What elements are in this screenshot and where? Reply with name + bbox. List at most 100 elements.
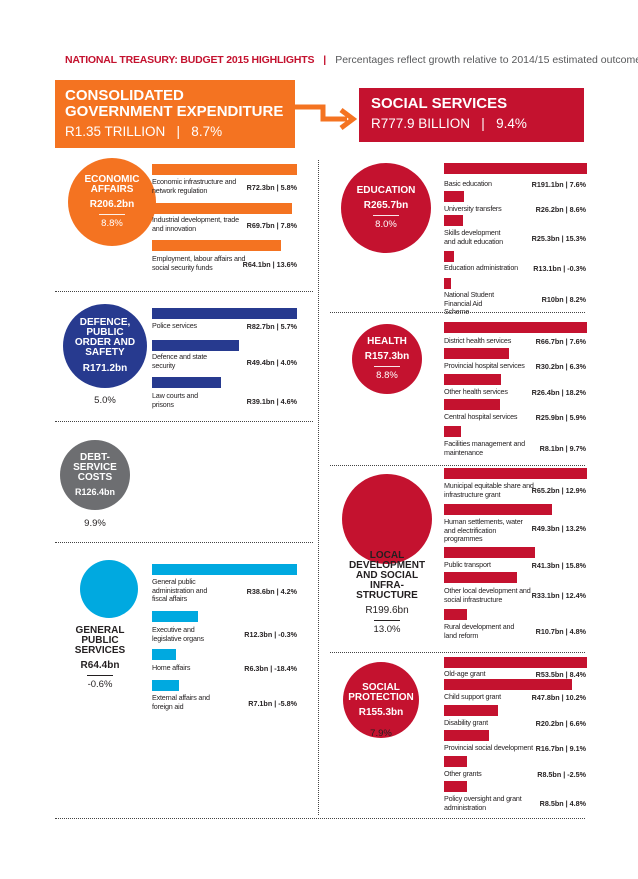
debt-circle: DEBT- SERVICE COSTS R126.4bn bbox=[60, 440, 130, 510]
item-label: Municipal equitable share and infrastruc… bbox=[444, 481, 534, 499]
local-dev-name-2: DEVELOPMENT bbox=[348, 560, 426, 571]
divider-right-1 bbox=[330, 312, 585, 313]
item-value: R64.1bn | 13.6% bbox=[242, 260, 297, 269]
defence-circle: DEFENCE, PUBLIC ORDER AND SAFETY R171.2b… bbox=[63, 304, 147, 388]
bar bbox=[152, 164, 297, 175]
item-value: R66.7bn | 7.6% bbox=[535, 337, 586, 346]
consolidated-banner: CONSOLIDATED GOVERNMENT EXPENDITURE R1.3… bbox=[55, 80, 295, 148]
general-public-circle bbox=[80, 560, 138, 618]
item-label: Other local development and social infra… bbox=[444, 586, 531, 604]
bar bbox=[152, 377, 221, 388]
item-label: Public transport bbox=[444, 560, 491, 569]
item-label: Policy oversight and grant administratio… bbox=[444, 794, 522, 812]
bar bbox=[152, 564, 297, 575]
bar bbox=[152, 680, 179, 691]
consolidated-value: R1.35 TRILLION | 8.7% bbox=[65, 124, 223, 139]
item-label: General public administration and fiscal… bbox=[152, 577, 208, 603]
bar bbox=[152, 340, 239, 351]
item-value: R12.3bn | -0.3% bbox=[244, 630, 297, 639]
general-public-name-2: PUBLIC bbox=[81, 635, 119, 646]
item-label: District health services bbox=[444, 336, 512, 345]
economic-affairs-circle: ECONOMIC AFFAIRS R206.2bn 8.8% bbox=[68, 158, 156, 246]
item-value: R69.7bn | 7.8% bbox=[246, 221, 297, 230]
debt-growth: 9.9% bbox=[84, 518, 106, 529]
divider-right-3 bbox=[330, 652, 585, 653]
item-label: Central hospital services bbox=[444, 412, 518, 421]
item-label: Human settlements, water and electrifica… bbox=[444, 517, 523, 543]
defence-name-1: DEFENCE, bbox=[79, 317, 131, 328]
local-dev-growth: 13.0% bbox=[373, 624, 401, 635]
bar bbox=[444, 781, 467, 792]
local-dev-circle bbox=[342, 474, 432, 564]
item-value: R6.3bn | -18.4% bbox=[244, 664, 297, 673]
header-subtitle: Percentages reflect growth relative to 2… bbox=[335, 54, 638, 66]
item-label: Other grants bbox=[444, 769, 482, 778]
item-label: Police services bbox=[152, 321, 197, 330]
item-value: R13.1bn | -0.3% bbox=[533, 264, 586, 273]
item-value: R8.5bn | -2.5% bbox=[537, 770, 586, 779]
item-value: R7.1bn | -5.8% bbox=[248, 699, 297, 708]
item-label: Disability grant bbox=[444, 718, 488, 727]
economic-affairs-name-1: ECONOMIC bbox=[84, 174, 140, 185]
item-label: Old-age grant bbox=[444, 669, 486, 678]
health-circle: HEALTH R157.3bn 8.8% bbox=[352, 324, 422, 394]
item-label: Child support grant bbox=[444, 692, 501, 701]
general-public-label: GENERAL PUBLIC SERVICES R64.4bn -0.6% bbox=[60, 625, 140, 691]
general-public-name-1: GENERAL bbox=[75, 625, 125, 636]
item-label: Rural development and land reform bbox=[444, 622, 515, 640]
item-label: Education administration bbox=[444, 263, 518, 272]
item-value: R25.3bn | 15.3% bbox=[531, 234, 586, 243]
item-value: R65.2bn | 12.9% bbox=[531, 486, 586, 495]
consolidated-title-1: CONSOLIDATED bbox=[65, 87, 184, 104]
divider-left-1 bbox=[55, 291, 313, 292]
bar bbox=[444, 278, 451, 289]
divider-left-3 bbox=[55, 542, 313, 543]
item-value: R8.1bn | 9.7% bbox=[539, 444, 586, 453]
social-protection-name-1: SOCIAL bbox=[362, 681, 400, 693]
item-value: R26.2bn | 8.6% bbox=[535, 205, 586, 214]
local-dev-name-4: INFRA- bbox=[370, 580, 404, 591]
economic-affairs-amount: R206.2bn bbox=[89, 199, 135, 210]
item-label: Provincial social development bbox=[444, 743, 533, 752]
item-label: Other health services bbox=[444, 387, 508, 396]
item-label: Basic education bbox=[444, 179, 492, 188]
defence-growth: 5.0% bbox=[94, 395, 116, 406]
debt-name-1: DEBT- bbox=[80, 452, 110, 463]
general-public-growth: -0.6% bbox=[87, 679, 113, 690]
item-value: R191.1bn | 7.6% bbox=[531, 180, 586, 189]
economic-affairs-name-2: AFFAIRS bbox=[90, 184, 134, 195]
local-dev-name-1: LOCAL bbox=[369, 550, 405, 561]
bar bbox=[444, 215, 463, 226]
bar bbox=[444, 657, 587, 668]
debt-amount: R126.4bn bbox=[74, 487, 116, 497]
item-value: R72.3bn | 5.8% bbox=[246, 183, 297, 192]
social-protection-circle: SOCIAL PROTECTION R155.3bn bbox=[343, 662, 419, 738]
divider-right-2 bbox=[330, 465, 585, 466]
divider-left-2 bbox=[55, 421, 313, 422]
education-circle: EDUCATION R265.7bn 8.0% bbox=[341, 163, 431, 253]
defence-name-4: SAFETY bbox=[85, 347, 125, 358]
item-label: Law courts and prisons bbox=[152, 391, 198, 409]
debt-name-3: COSTS bbox=[77, 472, 113, 483]
item-value: R16.7bn | 9.1% bbox=[535, 744, 586, 753]
social-services-value: R777.9 BILLION | 9.4% bbox=[371, 116, 527, 131]
item-value: R25.9bn | 5.9% bbox=[535, 413, 586, 422]
item-label: Defence and state security bbox=[152, 352, 207, 370]
bar bbox=[444, 705, 498, 716]
social-services-title: SOCIAL SERVICES bbox=[371, 95, 508, 112]
consolidated-title-2: GOVERNMENT EXPENDITURE bbox=[65, 103, 284, 120]
item-value: R10bn | 8.2% bbox=[541, 295, 586, 304]
bar bbox=[444, 399, 500, 410]
item-value: R47.8bn | 10.2% bbox=[531, 693, 586, 702]
bar bbox=[444, 322, 587, 333]
header-separator: | bbox=[323, 54, 327, 66]
header-title: NATIONAL TREASURY: BUDGET 2015 HIGHLIGHT… bbox=[65, 54, 315, 66]
defence-name-3: ORDER AND bbox=[74, 337, 136, 348]
bar bbox=[444, 468, 587, 479]
local-dev-name-5: STRUCTURE bbox=[356, 590, 418, 601]
item-value: R33.1bn | 12.4% bbox=[531, 591, 586, 600]
bar bbox=[444, 251, 454, 262]
item-value: R8.5bn | 4.8% bbox=[539, 799, 586, 808]
economic-affairs-growth: 8.8% bbox=[101, 218, 123, 229]
bar bbox=[444, 756, 467, 767]
